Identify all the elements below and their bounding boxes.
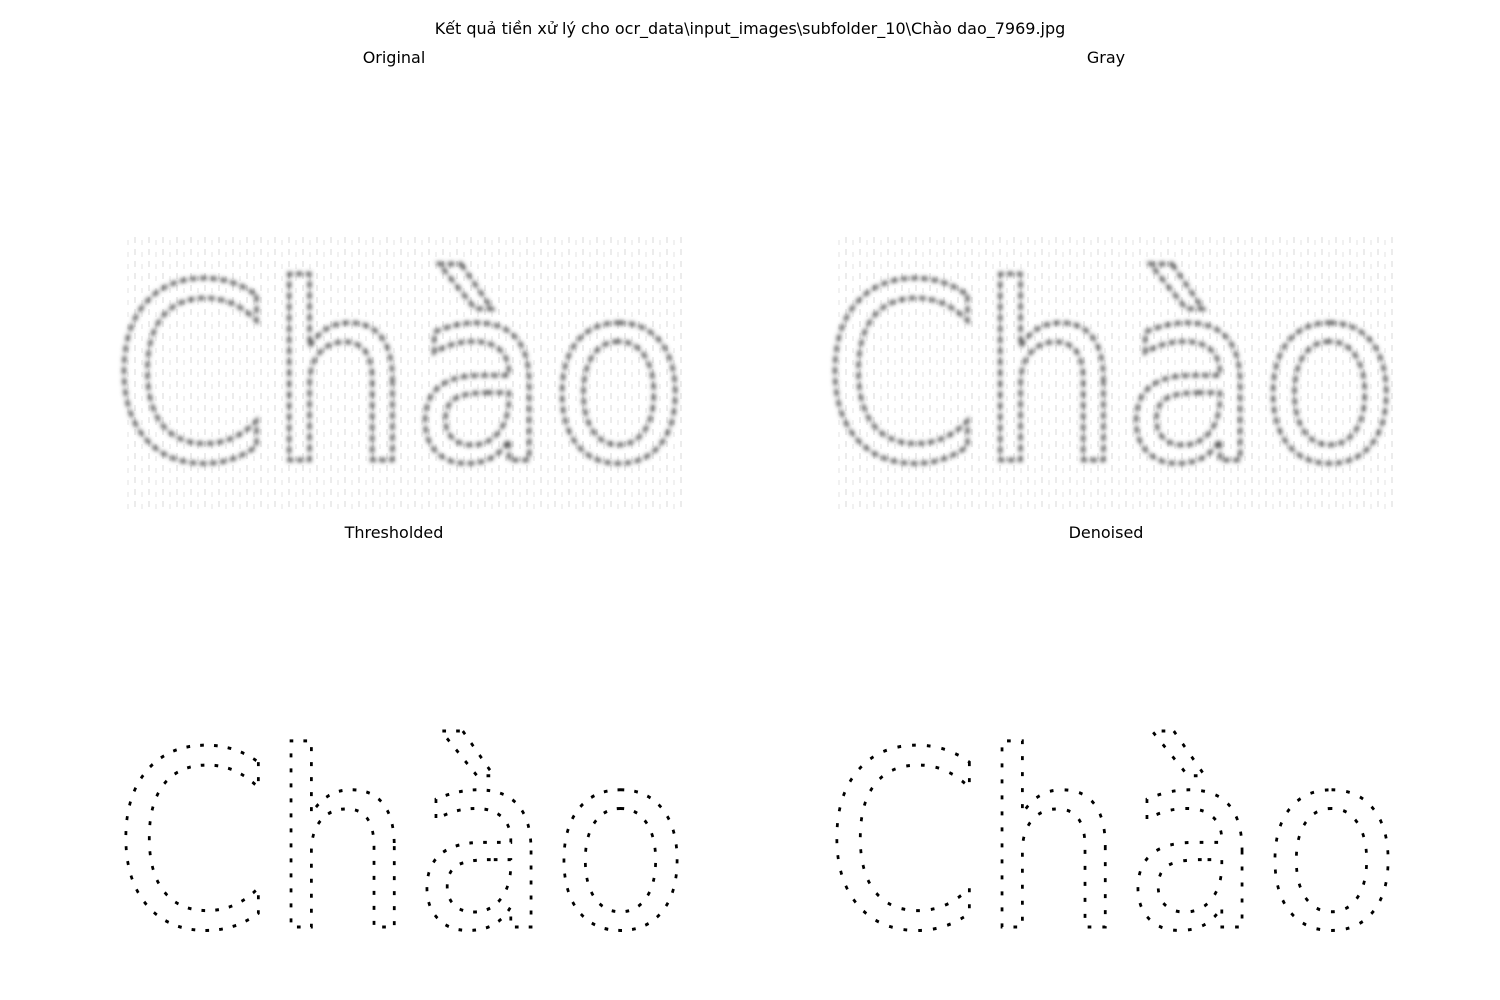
- denoised-word: Chào dao: [824, 699, 1395, 955]
- gray-word: Chào dao: [822, 232, 1395, 515]
- panel-title-denoised: Denoised: [1068, 523, 1144, 542]
- figure-suptitle: Kết quả tiền xử lý cho ocr_data\input_im…: [434, 19, 1066, 38]
- thresholded-image: Chào dao: [104, 665, 684, 955]
- thresholded-word: Chào dao: [113, 699, 684, 955]
- original-image: Chào dao: [104, 175, 684, 515]
- panel-title-gray: Gray: [1086, 48, 1126, 67]
- original-word: Chào dao: [111, 232, 684, 515]
- gray-image-canvas: Chào dao: [815, 175, 1395, 515]
- denoised-image-canvas: Chào dao: [815, 665, 1395, 955]
- original-image-canvas: Chào dao: [104, 175, 684, 515]
- gray-image: Chào dao: [815, 175, 1395, 515]
- thresholded-image-canvas: Chào dao: [104, 665, 684, 955]
- panel-title-original: Original: [362, 48, 426, 67]
- denoised-image: Chào dao: [815, 665, 1395, 955]
- panel-title-thresholded: Thresholded: [344, 523, 444, 542]
